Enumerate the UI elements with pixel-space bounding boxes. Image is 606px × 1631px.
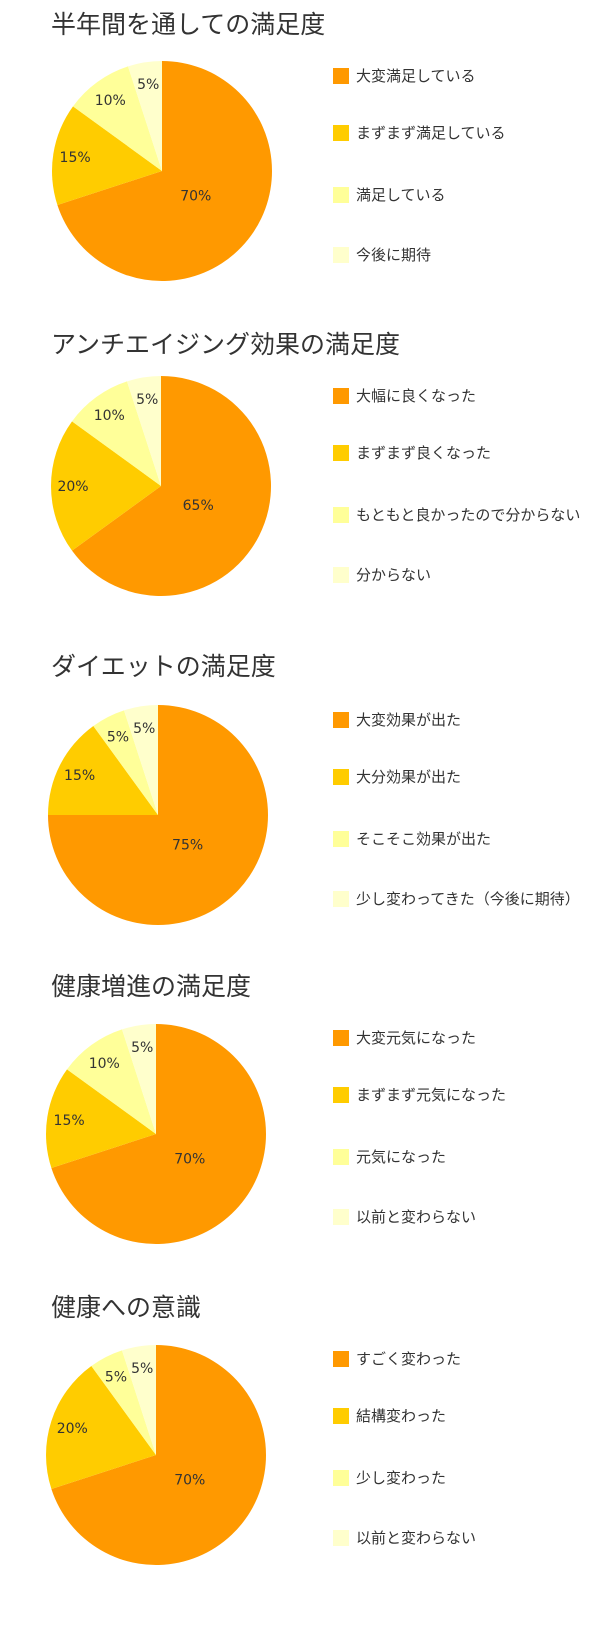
legend-swatch [333, 388, 349, 404]
legend-label: 大変効果が出た [356, 711, 462, 729]
legend-label: 結構変わった [356, 1407, 447, 1425]
pie-slice [128, 61, 162, 171]
legend-label: 満足している [356, 186, 446, 204]
pie-slice [72, 381, 161, 486]
slice-data-label: 5% [136, 392, 158, 408]
pie-plot: 65% 20% 10% 5% [51, 376, 271, 596]
legend-swatch [333, 1470, 349, 1486]
pie-slice [51, 106, 162, 205]
legend-label: まずまず元気になった [356, 1086, 507, 1104]
pie-chart-2: アンチエイジング効果の満足度 65% 20% 10% 5% 大幅に良くなった まずまず良くな… [0, 320, 606, 640]
legend-swatch [333, 712, 349, 728]
legend-swatch [333, 1351, 349, 1367]
legend-label: そこそこ効果が出た [356, 830, 492, 848]
slice-data-label: 20% [57, 1421, 88, 1437]
slice-data-label: 70% [180, 189, 211, 205]
slice-data-label: 65% [183, 498, 214, 514]
legend-swatch [333, 507, 349, 523]
chart-legend: 大変元気になったまずまず元気になった 元気になった以前と変わらない [333, 962, 603, 1282]
legend-label: 分からない [356, 566, 432, 584]
legend-label: 大分効果が出た [356, 768, 462, 786]
pie-plot: 70% 20% 5%5% [46, 1345, 266, 1565]
pie-slice [46, 1366, 157, 1489]
pie-chart-4: 健康増進の満足度 70% 15% 10% 5% 大変元気になったまずまず元気になった 元気に… [0, 962, 606, 1282]
pie-slice [72, 376, 271, 596]
pie-plot: 70% 15% 10% 5% [45, 1024, 266, 1244]
pie-slice [51, 421, 161, 551]
slice-data-label: 5% [133, 721, 155, 737]
slice-data-label: 75% [172, 838, 203, 854]
slice-data-label: 10% [89, 1056, 120, 1072]
legend-label: 以前と変わらない [356, 1208, 477, 1226]
legend-swatch [333, 68, 349, 84]
legend-swatch [333, 1408, 349, 1424]
legend-swatch [333, 769, 349, 785]
pie-plot: 75% 15% 5%5% [48, 705, 268, 925]
legend-label: 少し変わってきた（今後に期待） [356, 890, 580, 908]
pie-slice [124, 705, 158, 815]
legend-swatch [333, 831, 349, 847]
chart-legend: 大変満足しているまずまず満足している 満足している 今後に期待 [333, 0, 603, 320]
legend-swatch [333, 187, 349, 203]
slice-data-label: 15% [54, 1113, 85, 1129]
slice-data-label: 15% [60, 150, 91, 166]
legend-swatch [333, 445, 349, 461]
pie-chart-3: ダイエットの満足度 75% 15% 5% 5% 大変効果が出た 大分効果が出たそこそこ効果が… [0, 642, 606, 962]
legend-label: まずまず良くなった [356, 444, 492, 462]
pie-chart-1: 半年間を通しての満足度 70% 15% 10% 5% 大変満足しているまずまず満足している… [0, 0, 606, 320]
chart-title: 健康増進の満足度 [51, 972, 252, 1001]
legend-label: 今後に期待 [356, 246, 432, 264]
pie-slice [67, 1029, 156, 1134]
pie-slice [91, 1350, 156, 1455]
slice-data-label: 70% [174, 1152, 205, 1168]
chart-title: アンチエイジング効果の満足度 [51, 330, 401, 359]
pie-slice [51, 1024, 266, 1244]
legend-swatch [333, 891, 349, 907]
legend-swatch [333, 125, 349, 141]
slice-data-label: 5% [137, 77, 159, 93]
pie-plot: 70% 15% 10% 5% [51, 61, 272, 281]
pie-slice [127, 376, 161, 486]
pie-slice [51, 1345, 266, 1565]
slice-data-label: 15% [64, 768, 95, 784]
chart-title: ダイエットの満足度 [51, 652, 276, 681]
pie-slice [73, 66, 162, 171]
slice-data-label: 70% [174, 1473, 205, 1489]
legend-label: 大変元気になった [356, 1029, 477, 1047]
pie-slice [57, 61, 272, 281]
slice-data-label: 20% [57, 479, 88, 495]
pie-slice [122, 1345, 156, 1455]
pie-slice [48, 726, 158, 815]
legend-swatch [333, 567, 349, 583]
legend-label: まずまず満足している [356, 124, 506, 142]
slice-data-label: 10% [94, 408, 125, 424]
legend-label: 大幅に良くなった [356, 387, 477, 405]
slice-data-label: 5% [105, 1370, 127, 1386]
legend-label: 少し変わった [356, 1469, 447, 1487]
chart-title: 半年間を通しての満足度 [51, 10, 326, 39]
legend-label: もともと良かったので分からない [356, 506, 581, 524]
slice-data-label: 5% [131, 1361, 153, 1377]
legend-swatch [333, 247, 349, 263]
legend-label: すごく変わった [356, 1350, 462, 1368]
legend-swatch [333, 1530, 349, 1546]
legend-swatch [333, 1030, 349, 1046]
legend-label: 以前と変わらない [356, 1529, 477, 1547]
legend-label: 元気になった [356, 1148, 447, 1166]
pie-chart-5: 健康への意識 70% 20% 5% 5% すごく変わった 結構変わった 少し変わった以前と変わ… [0, 1283, 606, 1603]
legend-swatch [333, 1087, 349, 1103]
pie-slice [93, 710, 158, 815]
slice-data-label: 10% [95, 93, 126, 109]
chart-legend: 大幅に良くなった まずまず良くなったもともと良かったので分からない 分からない [333, 320, 603, 640]
legend-swatch [333, 1149, 349, 1165]
pie-slice [45, 1069, 156, 1168]
slice-data-label: 5% [107, 730, 129, 746]
chart-legend: 大変効果が出た 大分効果が出たそこそこ効果が出た少し変わってきた（今後に期待） [333, 642, 603, 962]
chart-title: 健康への意識 [51, 1293, 202, 1322]
legend-label: 大変満足している [356, 67, 476, 85]
chart-legend: すごく変わった 結構変わった 少し変わった以前と変わらない [333, 1283, 603, 1603]
pie-slice [122, 1024, 156, 1134]
legend-swatch [333, 1209, 349, 1225]
slice-data-label: 5% [131, 1040, 153, 1056]
